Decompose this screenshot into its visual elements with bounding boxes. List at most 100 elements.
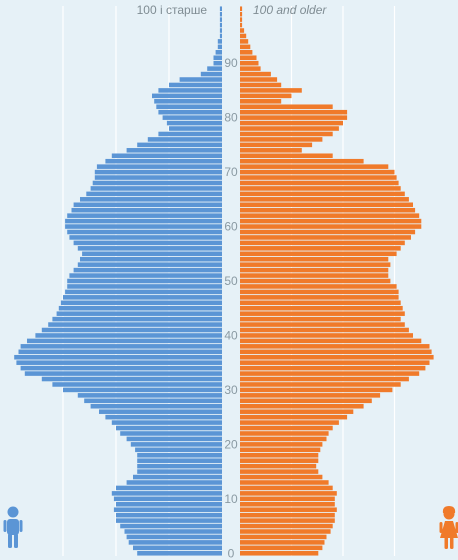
male-bar-age-32 [41, 376, 222, 382]
female-bar-age-68 [240, 180, 399, 186]
male-bar-age-27 [90, 403, 222, 409]
female-bar-age-99 [240, 11, 243, 17]
female-bar-age-59 [240, 229, 416, 235]
male-bar-age-35 [16, 360, 223, 365]
female-bar-age-34 [240, 365, 426, 371]
female-bar-age-14 [240, 474, 323, 480]
female-bar-age-77 [240, 131, 333, 137]
female-bar-age-61 [240, 218, 422, 224]
age-tick-60: 60 [224, 220, 238, 234]
male-bar-age-3 [126, 534, 222, 540]
male-bar-age-53 [77, 262, 222, 267]
male-bar-age-69 [94, 175, 222, 180]
female-bar-age-9 [240, 501, 335, 507]
male-bar-age-97 [219, 22, 222, 28]
female-bar-age-90 [240, 60, 259, 66]
female-bar-age-75 [240, 142, 313, 148]
female-bar-age-38 [240, 344, 430, 349]
male-bar-age-12 [116, 485, 222, 491]
male-bar-age-15 [137, 469, 222, 474]
male-bar-age-61 [65, 218, 222, 224]
female-bar-age-49 [240, 284, 397, 289]
female-bar-age-54 [240, 256, 389, 262]
male-bar-age-22 [120, 431, 222, 436]
female-bar-age-78 [240, 126, 339, 131]
male-bar-age-75 [137, 142, 222, 148]
male-bar-age-6 [116, 518, 222, 523]
male-bar-age-98 [219, 17, 222, 22]
male-bar-age-66 [86, 191, 222, 197]
male-bar-age-90 [213, 60, 222, 66]
female-bar-age-66 [240, 191, 405, 197]
female-bar-age-26 [240, 409, 354, 414]
male-bar-age-34 [20, 365, 222, 371]
female-bar-age-64 [240, 202, 413, 208]
male-bar-age-82 [156, 104, 222, 110]
male-bar-age-50 [67, 278, 222, 284]
top-label-left: 100 і старше [137, 3, 208, 17]
female-bar-age-60 [240, 224, 422, 229]
female-bar-age-50 [240, 278, 391, 284]
male-bar-age-38 [20, 344, 222, 349]
male-bar-age-88 [200, 71, 222, 77]
male-bar-age-91 [213, 55, 222, 61]
female-bar-age-17 [240, 458, 319, 463]
male-bar-age-63 [71, 207, 222, 213]
female-bar-age-2 [240, 540, 325, 545]
female-bar-age-4 [240, 529, 331, 534]
female-bar-age-97 [240, 22, 243, 28]
male-bar-age-26 [99, 409, 222, 414]
female-bar-age-42 [240, 322, 405, 327]
female-bar-age-29 [240, 393, 381, 398]
male-bar-age-64 [73, 202, 222, 208]
female-bar-age-28 [240, 398, 372, 404]
age-tick-70: 70 [224, 165, 238, 179]
female-bar-age-36 [240, 354, 434, 360]
age-tick-50: 50 [224, 274, 238, 288]
female-bar-age-31 [240, 382, 401, 387]
woman-icon [439, 506, 458, 549]
male-bar-age-96 [219, 28, 222, 33]
male-bar-age-17 [137, 458, 222, 463]
male-bar-age-86 [169, 82, 222, 88]
female-bar-age-20 [240, 442, 323, 447]
male-bar-age-56 [77, 246, 222, 251]
male-bar-age-39 [27, 338, 222, 344]
age-tick-40: 40 [224, 329, 238, 343]
female-bar-age-15 [240, 469, 319, 474]
male-bar-age-1 [133, 545, 222, 551]
man-icon [3, 506, 23, 548]
male-bar-age-60 [65, 224, 222, 229]
female-bar-age-1 [240, 545, 323, 551]
male-bar-age-30 [63, 387, 222, 393]
male-bar-age-76 [147, 137, 222, 142]
female-bar-age-16 [240, 463, 317, 469]
female-bar-age-25 [240, 414, 348, 420]
male-bar-age-99 [219, 11, 222, 17]
male-bar-age-44 [56, 311, 222, 316]
male-bar-age-21 [126, 436, 222, 442]
female-bar-age-94 [240, 39, 249, 44]
female-bar-age-56 [240, 246, 401, 251]
male-bar-age-14 [133, 474, 222, 480]
female-bar-age-27 [240, 403, 364, 409]
female-bar-age-74 [240, 148, 302, 153]
male-bar-age-84 [152, 93, 222, 99]
female-bar-age-86 [240, 82, 282, 88]
female-bar-age-81 [240, 109, 348, 115]
male-bar-age-19 [135, 447, 222, 453]
female-bar-age-91 [240, 55, 257, 61]
male-bar-age-57 [73, 240, 222, 246]
male-bar-age-42 [48, 322, 223, 327]
female-bar-age-93 [240, 44, 251, 50]
male-bar-age-18 [137, 452, 222, 458]
male-bar-age-73 [111, 153, 222, 159]
male-bar-age-54 [80, 256, 222, 262]
male-bar-age-52 [73, 267, 222, 273]
female-bar-age-98 [240, 17, 243, 22]
male-bar-age-81 [158, 109, 222, 115]
female-bar-age-8 [240, 507, 337, 512]
female-bar-age-62 [240, 213, 420, 218]
male-bar-age-4 [124, 529, 222, 534]
female-bar-age-52 [240, 267, 389, 273]
